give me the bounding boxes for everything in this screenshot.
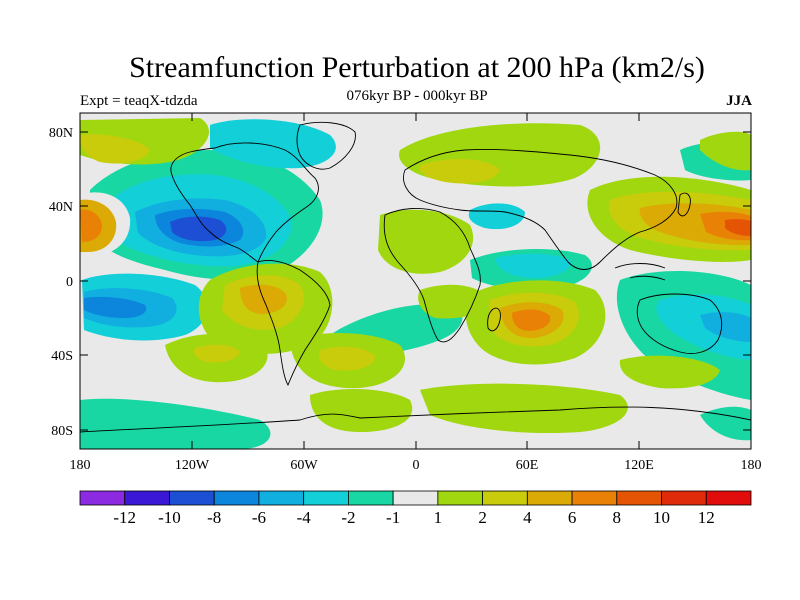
lat-label: 40N (49, 200, 73, 215)
lat-label: 80S (51, 424, 73, 439)
indian-ocean-low-inner (495, 253, 571, 279)
colorbar-swatch (213, 490, 260, 506)
colorbar-swatch (526, 490, 573, 506)
lon-label: 120E (624, 458, 654, 473)
season-label: JJA (726, 93, 752, 109)
colorbar-label: -6 (252, 508, 266, 527)
colorbar-swatch (705, 490, 752, 506)
lon-label: 60W (290, 458, 318, 473)
map-title: Streamfunction Perturbation at 200 hPa (… (129, 51, 705, 84)
coast-south-america (256, 259, 331, 387)
south-pacific-high-inner (193, 344, 240, 363)
coast-antarctica (80, 406, 751, 433)
axis-ticks (80, 113, 751, 449)
australia-low-inner (656, 294, 751, 360)
colorbar-label: -4 (297, 508, 312, 527)
southern-mid-high (310, 388, 413, 432)
colorbar-swatch (392, 490, 439, 506)
lon-label: 60E (516, 458, 539, 473)
asia-pacific-high-core3 (725, 219, 751, 236)
colorbar-label: 6 (568, 508, 577, 527)
antarctic-high (420, 383, 628, 434)
coast-indonesia (614, 263, 666, 281)
pacific-east-high-core (80, 209, 102, 242)
period-label: 076kyr BP - 000kyr BP (346, 88, 488, 104)
experiment-label: Expt = teaqX-tdzda (80, 93, 198, 109)
colorbar-labels: -12 -10 -8 -6 -4 -2 -1 1 2 4 6 8 10 12 (113, 508, 714, 527)
southern-ocean-low-east (700, 406, 751, 441)
lon-label: 180 (70, 458, 91, 473)
colorbar-swatch (571, 490, 618, 506)
europe-low (468, 203, 525, 230)
colorbar-swatch (482, 490, 528, 506)
arctic-low (210, 119, 336, 169)
colorbar-label: 2 (478, 508, 487, 527)
colorbar-swatch (258, 490, 305, 506)
southwest-pacific-high (619, 355, 720, 389)
positive-anomalies (80, 118, 751, 434)
longitude-labels: 180 120W 60W 0 60E 120E 180 (70, 458, 762, 473)
coast-greenland (296, 121, 356, 170)
colorbar (79, 490, 752, 506)
colorbar-swatch (169, 490, 215, 506)
colorbar-swatch (303, 490, 349, 506)
lon-label: 180 (741, 458, 762, 473)
latitude-labels: 80N 40N 0 40S 80S (49, 126, 73, 439)
colorbar-label: -1 (386, 508, 400, 527)
coast-australia (636, 293, 723, 354)
south-atlantic-high-inner (318, 346, 375, 371)
australia-low-core (700, 312, 751, 342)
north-atlantic-high (80, 134, 150, 164)
coast-africa (383, 208, 481, 343)
colorbar-label: -2 (341, 508, 355, 527)
colorbar-swatch (616, 490, 662, 506)
colorbar-label: -8 (207, 508, 221, 527)
colorbar-swatch (661, 490, 707, 506)
colorbar-label: 8 (613, 508, 622, 527)
colorbar-label: 4 (523, 508, 532, 527)
southern-ocean-low (80, 398, 271, 449)
lon-label: 120W (175, 458, 210, 473)
colorbar-label: 10 (653, 508, 670, 527)
colorbar-label: -10 (158, 508, 181, 527)
negative-anomalies (80, 119, 751, 449)
colorbar-label: 12 (698, 508, 715, 527)
eurasia-high-inner (419, 158, 500, 184)
east-pacific-equatorial-high (700, 131, 751, 171)
pacific-south-low-core (84, 296, 147, 318)
colorbar-swatch (79, 490, 126, 506)
colorbar-swatch (124, 490, 170, 506)
indian-ocean-high-core2 (512, 309, 551, 331)
colorbar-label: 1 (434, 508, 443, 527)
coast-north-america (170, 142, 319, 263)
colorbar-swatch (437, 490, 484, 506)
africa-high (378, 209, 474, 274)
coast-eurasia (403, 149, 678, 270)
lat-label: 40S (51, 349, 73, 364)
lat-label: 0 (66, 275, 73, 290)
lon-label: 0 (413, 458, 420, 473)
coast-japan (677, 192, 691, 217)
coast-madagascar (487, 307, 501, 332)
field-layer (80, 113, 751, 449)
colorbar-label: -12 (113, 508, 136, 527)
north-america-low-core3 (170, 216, 227, 242)
lat-label: 80N (49, 126, 73, 141)
coastlines (80, 121, 751, 433)
colorbar-swatch (347, 490, 394, 506)
